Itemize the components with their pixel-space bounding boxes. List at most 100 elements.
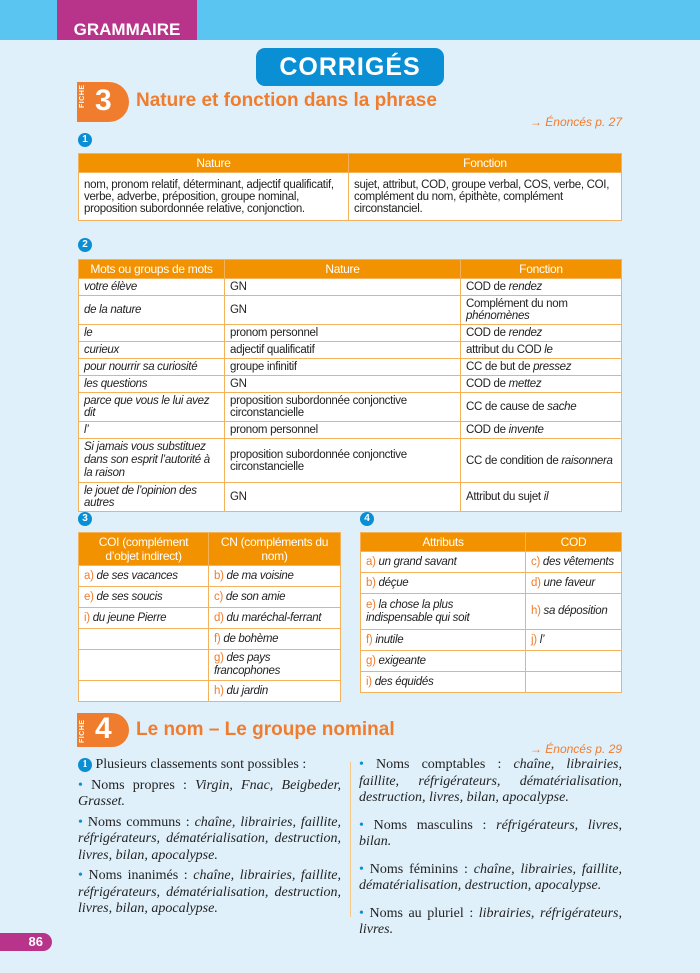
function-cell: Attribut du sujet il: [460, 482, 622, 512]
bullet-items: chaîne, librairies, faillite, réfrigérat…: [359, 757, 622, 805]
answer-letter: a): [366, 555, 376, 568]
table-row: e) la chose la plus indispensable qui so…: [360, 593, 622, 630]
bullet-item: • Noms comptables : chaîne, librairies, …: [359, 757, 622, 807]
table-row: e) de ses soucis c) de son amie: [78, 586, 341, 608]
page-number: 86: [0, 933, 52, 951]
table-row: f) inutile j) l’: [360, 629, 622, 651]
word-cell: votre élève: [78, 278, 225, 296]
function-text: COD de: [466, 281, 509, 293]
word-cell: pour nourrir sa curiosité: [78, 358, 225, 376]
bullet-icon: •: [78, 868, 89, 883]
function-target: rendez: [508, 327, 543, 339]
answer-letter: e): [366, 598, 376, 611]
function-text: CC de condition de: [466, 454, 562, 467]
word-cell: de la nature: [78, 295, 225, 325]
fiche-3-badge: FICHE 3: [77, 82, 129, 122]
word-cell: les questions: [78, 375, 225, 393]
answer-text: du maréchal-ferrant: [226, 611, 322, 624]
bullet-items: réfrigérateurs, livres, bilan.: [359, 817, 622, 850]
bullet-icon: •: [359, 757, 377, 772]
function-text: attribut du COD: [466, 344, 545, 356]
answer-cell: d) une faveur: [525, 572, 622, 594]
bullet-items: Virgin, Fnac, Beigbeder, Grasset.: [78, 777, 342, 810]
answer-text: la chose la plus indispensable qui soit: [366, 598, 470, 624]
function-cell: Complément du nom phénomènes: [460, 295, 622, 325]
answer-cell: j) l’: [525, 629, 622, 651]
exercise-number: 4: [360, 512, 374, 526]
answer-letter: d): [531, 576, 541, 589]
bullet-label: Noms masculins :: [373, 817, 497, 833]
col-header: Fonction: [460, 259, 622, 279]
table-row: parce que vous le lui avez dit propositio…: [78, 392, 622, 422]
fiche-4-title: Le nom – Le groupe nominal: [136, 719, 395, 740]
answer-cell: f) inutile: [360, 629, 526, 651]
fiche-4-ref: → Énoncés p. 29: [529, 742, 622, 756]
function-text: Complément du nom: [466, 298, 568, 310]
answer-cell: [525, 650, 622, 672]
answer-cell: i) des équidés: [360, 671, 526, 693]
answer-cell: h) sa déposition: [525, 593, 622, 630]
answer-cell: c) de son amie: [208, 586, 341, 608]
left-column: 1 Plusieurs classements sont possibles :…: [78, 757, 341, 922]
col-header: Nature: [224, 259, 461, 279]
word-cell: l’: [78, 421, 225, 439]
answer-text: une faveur: [543, 576, 596, 589]
nature-cell: proposition subordonnée conjonctive circ…: [224, 438, 461, 483]
bullet-icon: •: [78, 814, 88, 830]
answer-cell: e) la chose la plus indispensable qui so…: [360, 593, 526, 630]
nature-cell: groupe infinitif: [224, 358, 461, 376]
answer-text: des équidés: [374, 675, 434, 688]
function-target: raisonnera: [561, 454, 613, 467]
function-target: rendez: [508, 281, 543, 293]
fiche-label: FICHE: [79, 719, 86, 744]
table-row: i) du jeune Pierre d) du maréchal-ferrant: [78, 607, 341, 629]
word-cell: curieux: [78, 341, 225, 359]
answer-text: de ses soucis: [96, 590, 163, 603]
word-cell: parce que vous le lui avez dit: [78, 392, 225, 422]
table-row: f) de bohème: [78, 628, 341, 650]
answer-cell: f) de bohème: [208, 628, 341, 650]
fiche-number: 4: [95, 712, 112, 745]
page-title: CORRIGÉS: [256, 48, 444, 86]
function-target: le: [544, 344, 553, 356]
table-row: Si jamais vous substituez dans son espri…: [78, 438, 622, 483]
answer-text: sa déposition: [543, 605, 608, 617]
bullet-items: chaîne, librairies, faillite, réfrigérat…: [78, 868, 341, 916]
nature-cell: proposition subordonnée conjonctive circ…: [224, 392, 461, 422]
column-divider: [350, 762, 351, 917]
bullet-label: Noms propres :: [91, 777, 196, 793]
function-cell: CC de condition de raisonnera: [460, 438, 622, 483]
bullet-label: Noms féminins :: [369, 861, 474, 877]
table-row: a) un grand savant c) des vêtements: [360, 551, 622, 573]
table-row: a) de ses vacances b) de ma voisine: [78, 565, 341, 587]
table-row: de la nature GN Complément du nom phénomèn…: [78, 295, 622, 325]
fiche-label: FICHE: [79, 84, 86, 109]
table-row: h) du jardin: [78, 680, 341, 702]
bullet-icon: •: [78, 777, 92, 793]
table-row: les questions GN COD de mettez: [78, 375, 622, 393]
bullet-items: librairies, réfrigérateurs, livres.: [359, 905, 623, 938]
answer-letter: c): [214, 590, 223, 603]
bullet-label: Noms au pluriel :: [369, 905, 479, 921]
answer-letter: h): [214, 684, 224, 697]
answer-letter: g): [214, 652, 224, 664]
word-cell: le: [78, 324, 225, 342]
table-row: curieux adjectif qualificatif attribut du …: [78, 341, 622, 359]
function-target: sache: [547, 401, 577, 413]
answer-cell: e) de ses soucis: [78, 586, 209, 608]
section-tab: GRAMMAIRE: [57, 0, 197, 40]
nature-cell: pronom personnel: [224, 324, 461, 342]
fonction-cell: sujet, attribut, COD, groupe verbal, COS…: [348, 172, 622, 221]
col-header: Nature: [78, 153, 349, 173]
function-cell: CC de cause de sache: [460, 392, 622, 422]
answer-text: déçue: [378, 576, 409, 589]
table-ex1: Nature Fonction nom, pronom relatif, déte…: [78, 153, 622, 221]
bullet-label: Noms comptables :: [376, 757, 514, 772]
answer-text: des pays francophones: [214, 652, 281, 677]
bullet-label: Noms inanimés :: [88, 868, 194, 883]
table-row: g) exigeante: [360, 650, 622, 672]
col-header: CN (compléments du nom): [208, 532, 341, 566]
answer-letter: e): [84, 590, 94, 603]
bullet-item: • Noms masculins : réfrigérateurs, livre…: [359, 818, 622, 851]
function-cell: COD de invente: [460, 421, 622, 439]
